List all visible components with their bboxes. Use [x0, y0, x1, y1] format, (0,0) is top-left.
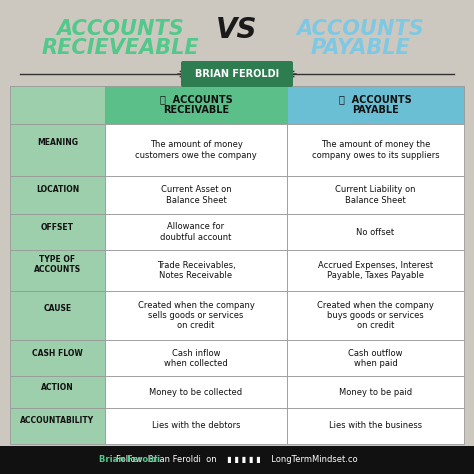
Text: The amount of money
customers owe the company: The amount of money customers owe the co… [135, 140, 257, 160]
Text: The amount of money the
company owes to its suppliers: The amount of money the company owes to … [312, 140, 439, 160]
Bar [105, 86, 287, 124]
Text: CAUSE: CAUSE [44, 304, 72, 313]
Bar [287, 291, 464, 340]
Bar [10, 408, 105, 444]
Text: Accrued Expenses, Interest
Payable, Taxes Payable: Accrued Expenses, Interest Payable, Taxe… [318, 261, 433, 280]
Text: Allowance for
doubtful account: Allowance for doubtful account [160, 222, 232, 242]
Bar [287, 408, 464, 444]
Bar [287, 250, 464, 291]
Text: Created when the company
sells goods or services
on credit: Created when the company sells goods or … [137, 301, 255, 330]
Text: CASH FLOW: CASH FLOW [32, 349, 83, 358]
Bar [105, 250, 287, 291]
Bar [287, 86, 464, 124]
Bar [287, 340, 464, 376]
Bar [10, 214, 105, 250]
FancyBboxPatch shape [181, 61, 293, 87]
Bar [105, 376, 287, 408]
Text: ACTION: ACTION [41, 383, 74, 392]
Text: LOCATION: LOCATION [36, 185, 79, 194]
Bar [105, 291, 287, 340]
Bar [10, 376, 105, 408]
Bar [10, 124, 105, 176]
Text: Lies with the debtors: Lies with the debtors [152, 421, 240, 430]
Text: Created when the company
buys goods or services
on credit: Created when the company buys goods or s… [317, 301, 434, 330]
Text: Current Asset on
Balance Sheet: Current Asset on Balance Sheet [161, 185, 231, 205]
Bar [287, 124, 464, 176]
Text: No offset: No offset [356, 228, 394, 237]
Text: Money to be paid: Money to be paid [339, 388, 412, 397]
Text: Brian Feroldi: Brian Feroldi [100, 456, 161, 465]
Text: Current Liability on
Balance Sheet: Current Liability on Balance Sheet [335, 185, 416, 205]
Text: MEANING: MEANING [37, 138, 78, 147]
Bar [10, 340, 105, 376]
Text: ACCOUNTABILITY: ACCOUNTABILITY [20, 417, 94, 426]
Text: Follow  Brian Feroldi  on    ▮ ▮ ▮ ▮ ▮    LongTermMindset.co: Follow Brian Feroldi on ▮ ▮ ▮ ▮ ▮ LongTe… [116, 456, 358, 465]
Text: 💰  ACCOUNTS
RECEIVABLE: 💰 ACCOUNTS RECEIVABLE [160, 95, 232, 115]
Bar [10, 291, 105, 340]
Bar [105, 176, 287, 214]
Text: OFFSET: OFFSET [41, 223, 74, 232]
Bar [105, 340, 287, 376]
Bar [287, 176, 464, 214]
Text: Money to be collected: Money to be collected [149, 388, 243, 397]
Text: Cash outflow
when paid: Cash outflow when paid [348, 349, 403, 368]
Text: Trade Receivables,
Notes Receivable: Trade Receivables, Notes Receivable [156, 261, 236, 280]
Bar [10, 86, 105, 124]
Bar [10, 176, 105, 214]
Text: TYPE OF
ACCOUNTS: TYPE OF ACCOUNTS [34, 255, 81, 274]
Bar [10, 250, 105, 291]
Bar [287, 376, 464, 408]
Bar [105, 124, 287, 176]
Bar [105, 214, 287, 250]
Bar [105, 408, 287, 444]
Bar [287, 214, 464, 250]
Text: 💳  ACCOUNTS
PAYABLE: 💳 ACCOUNTS PAYABLE [339, 95, 412, 115]
Text: Cash inflow
when collected: Cash inflow when collected [164, 349, 228, 368]
Text: Lies with the business: Lies with the business [329, 421, 422, 430]
Text: ACCOUNTS
RECIEVEABLE: ACCOUNTS RECIEVEABLE [41, 19, 199, 58]
Bar [0, 446, 474, 474]
Text: BRIAN FEROLDI: BRIAN FEROLDI [195, 69, 279, 79]
Text: ACCOUNTS
PAYABLE: ACCOUNTS PAYABLE [296, 19, 424, 58]
Text: VS: VS [216, 16, 258, 44]
